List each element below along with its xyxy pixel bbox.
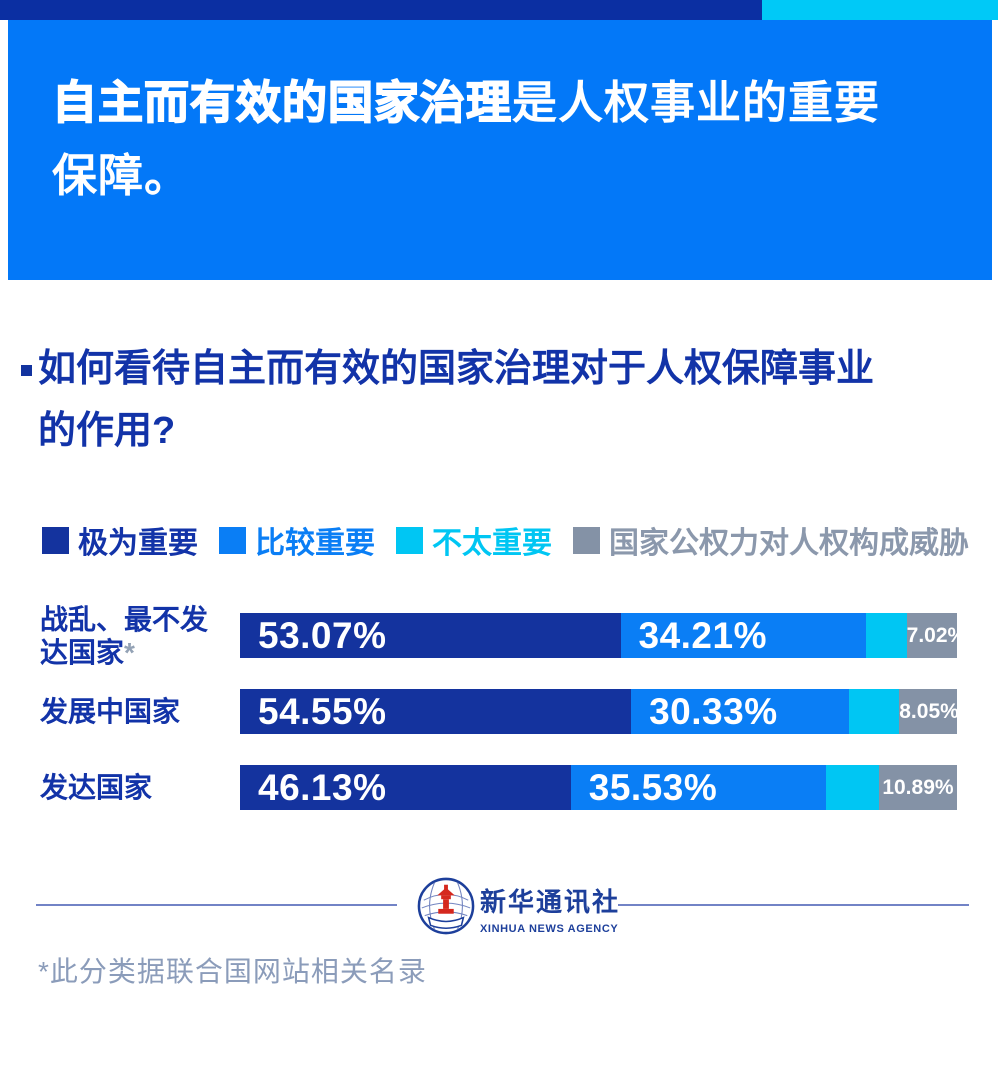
legend-label: 极为重要 [78,527,198,560]
legend-item-4: 国家公权力对人权构成威胁 [573,518,969,562]
bar-segment-国家公权力对人权构成威胁: 8.05% [899,689,959,734]
legend-label: 比较重要 [255,527,375,560]
legend-swatch-icon [573,526,600,554]
legend-item-2: 比较重要 [219,518,375,562]
chart-title-line1: 如何看待自主而有效的国家治理对于人权保障事业 [38,348,875,390]
footer-divider-right [618,904,969,906]
header-title: 自主而有效的国家治理是人权事业的重要 保障。 [51,66,881,212]
category-label: 发展中国家 [40,696,181,727]
bar-segment-不太重要 [865,613,907,658]
header-banner: 自主而有效的国家治理是人权事业的重要 保障。 [8,20,992,280]
brand-name-en: XINHUA NEWS AGENCY [480,923,619,935]
chart-row: 发展中国家 54.55% 30.33% 8.05% [40,689,959,734]
category-label: 发达国家 [40,772,153,803]
footnote: *此分类据联合国网站相关名录 [38,956,427,987]
bar-segment-国家公权力对人权构成威胁: 10.89% [878,765,957,810]
bullet-square-icon [21,365,32,376]
top-strip-cyan [762,0,998,20]
bar-value-label: 30.33% [649,690,778,732]
header-title-emphasis: 自主而有效的国家治理 [51,76,513,129]
chart-row: 战乱、最不发 达国家* 53.07% 34.21% 7.02% [40,604,967,668]
top-strip-navy [0,0,762,20]
legend-label: 国家公权力对人权构成威胁 [609,527,969,560]
chart-title-line2: 的作用? [38,410,176,452]
bar-value-label: 46.13% [258,766,387,808]
xinhua-logo-icon [417,877,475,935]
bar-track: 54.55% 30.33% 8.05% [240,689,959,734]
pagoda-glyph [437,884,455,914]
bar-segment-国家公权力对人权构成威胁: 7.02% [906,613,967,658]
question-block: 如何看待自主而有效的国家治理对于人权保障事业 的作用? [20,338,980,462]
legend-item-3: 不太重要 [396,518,552,562]
bar-value-label: 10.89% [882,775,954,799]
footer-divider-left [36,904,397,906]
legend-swatch-icon [219,526,246,554]
chart-row: 发达国家 46.13% 35.53% 10.89% [40,765,957,810]
bar-track: 53.07% 34.21% 7.02% [240,613,967,658]
chart-title: 如何看待自主而有效的国家治理对于人权保障事业 的作用? [38,338,980,462]
bar-segment-不太重要 [848,689,900,734]
bar-segment-极为重要: 53.07% [240,613,621,658]
brand-name-cn: 新华通讯社 [480,888,621,917]
bar-value-label: 53.07% [258,614,387,656]
bar-chart: 战乱、最不发 达国家* 53.07% 34.21% 7.02% 发展中国家 54.55% 30… [40,604,967,841]
bar-segment-比较重要: 35.53% [570,765,826,810]
bar-segment-不太重要 [825,765,879,810]
bar-value-label: 34.21% [638,614,767,656]
brand-block: 新华通讯社 XINHUA NEWS AGENCY [480,882,620,935]
legend-swatch-icon [396,526,423,554]
bar-value-label: 35.53% [588,766,718,808]
bar-value-label: 8.05% [899,699,959,723]
header-title-line1: 自主而有效的国家治理是人权事业的重要 [51,66,881,139]
bar-segment-比较重要: 30.33% [631,689,849,734]
category-label: 战乱、最不发 达国家* [40,603,209,668]
bar-segment-比较重要: 34.21% [620,613,866,658]
header-title-line2: 保障。 [52,150,191,201]
bar-track: 46.13% 35.53% 10.89% [240,765,957,810]
bar-segment-极为重要: 54.55% [240,689,632,734]
header-title-rest: 是人权事业的重要 [512,77,881,128]
legend-item-1: 极为重要 [42,518,198,562]
bar-value-label: 7.02% [906,623,967,647]
legend: 极为重要 比较重要 不太重要 国家公权力对人权构成威胁 [42,518,969,562]
legend-label: 不太重要 [432,527,552,560]
footnote-asterisk-mark: * [124,636,135,668]
bar-value-label: 54.55% [258,690,387,732]
legend-swatch-icon [42,526,69,554]
bar-segment-极为重要: 46.13% [240,765,571,810]
